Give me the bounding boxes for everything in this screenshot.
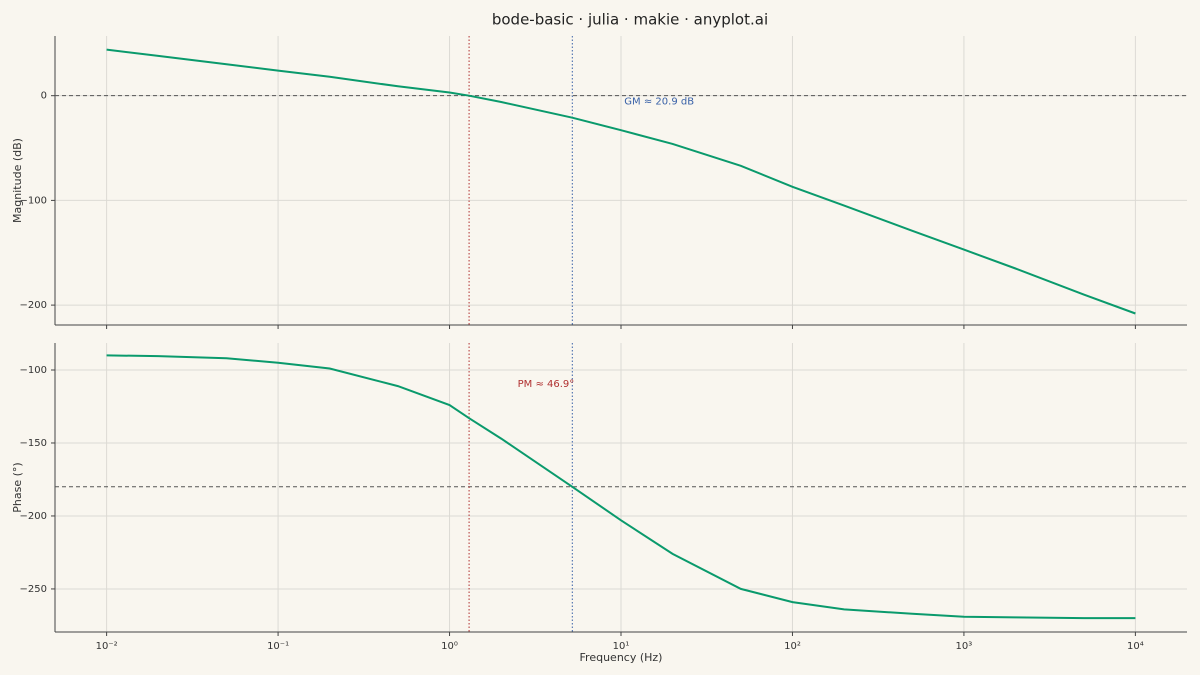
x-tick-label: 10⁻¹: [267, 641, 289, 652]
x-tick-label: 10⁴: [1127, 641, 1144, 652]
y-tick-label: −250: [20, 584, 47, 595]
y-tick-label: −100: [20, 195, 47, 206]
y-axis-label: Phase (°): [11, 462, 24, 512]
y-tick-label: −200: [20, 300, 47, 311]
x-axis-label: Frequency (Hz): [580, 651, 663, 664]
data-line: [106, 48, 1136, 315]
annotation: PM ≈ 46.9°: [518, 379, 575, 390]
data-line: [106, 354, 1136, 620]
y-tick-label: 0: [41, 91, 47, 102]
y-tick-label: −150: [20, 438, 47, 449]
x-tick-label: 10³: [956, 641, 973, 652]
x-tick-label: 10⁻²: [96, 641, 118, 652]
annotation: GM ≈ 20.9 dB: [624, 97, 694, 108]
y-tick-label: −100: [20, 365, 47, 376]
x-tick-label: 10²: [784, 641, 801, 652]
chart-title: bode-basic · julia · makie · anyplot.ai: [492, 11, 768, 29]
y-tick-label: −200: [20, 511, 47, 522]
x-tick-label: 10⁰: [441, 641, 458, 652]
y-axis-label: Magnitude (dB): [11, 138, 24, 223]
x-tick-label: 10¹: [613, 641, 630, 652]
